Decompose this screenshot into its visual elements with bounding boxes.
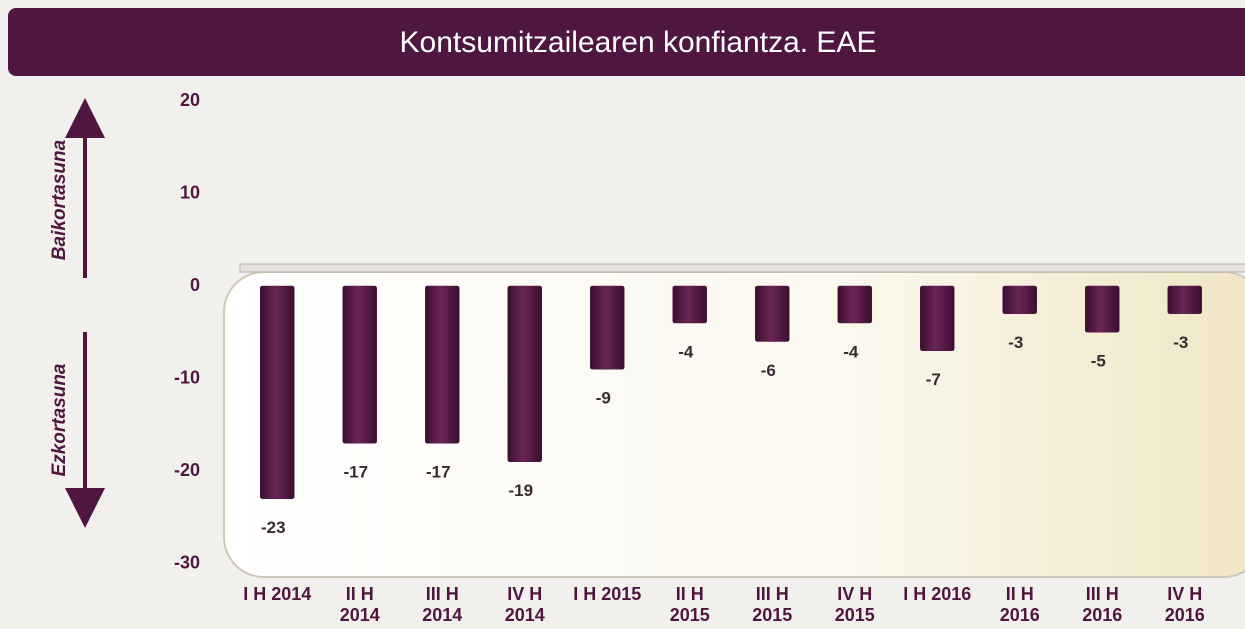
bar xyxy=(1167,285,1202,314)
x-tick-label: IV H 2015 xyxy=(834,584,875,625)
x-tick-label: I H 2015 xyxy=(573,584,642,604)
x-tick-label: II H 2014 xyxy=(339,584,380,625)
y-tick-label: 0 xyxy=(190,275,200,295)
x-tick-label: IV H 2016 xyxy=(1164,584,1205,625)
value-label: -17 xyxy=(426,463,451,482)
annotation: Baikortasuna xyxy=(49,139,70,260)
value-label: -7 xyxy=(926,370,941,389)
annotation: Ezkortasuna xyxy=(49,363,70,476)
x-tick-label: IV H 2014 xyxy=(504,584,545,625)
zero-plane xyxy=(239,263,1245,273)
value-label: -19 xyxy=(508,481,533,500)
bar xyxy=(837,285,872,324)
y-tick-label: -30 xyxy=(174,552,200,572)
x-tick-label: I H 2016 xyxy=(903,584,972,604)
bar xyxy=(425,285,460,444)
value-label: -5 xyxy=(1091,352,1106,371)
value-label: -23 xyxy=(261,518,286,537)
title-banner xyxy=(8,8,1245,76)
value-label: -3 xyxy=(1008,333,1023,352)
bar xyxy=(507,285,542,462)
value-label: -6 xyxy=(761,361,776,380)
bar xyxy=(342,285,377,444)
bar xyxy=(590,285,625,370)
chart-title: Kontsumitzailearen konfiantza. EAE xyxy=(400,26,877,59)
y-tick-label: -20 xyxy=(174,460,200,480)
bar xyxy=(755,285,790,342)
x-tick-label: I H 2014 xyxy=(243,584,312,604)
value-label: -4 xyxy=(843,342,859,361)
x-tick-label: III H 2015 xyxy=(752,584,793,625)
x-tick-label: II H 2015 xyxy=(669,584,710,625)
y-tick-label: 20 xyxy=(180,90,200,110)
bar xyxy=(672,285,707,324)
bar xyxy=(260,285,295,499)
x-tick-label: III H 2014 xyxy=(422,584,463,625)
value-label: -3 xyxy=(1173,333,1188,352)
value-label: -17 xyxy=(343,463,368,482)
x-tick-label: III H 2016 xyxy=(1082,584,1123,625)
bar xyxy=(1085,285,1120,333)
bar xyxy=(920,285,955,351)
y-tick-label: -10 xyxy=(174,367,200,387)
x-tick-label: II H 2016 xyxy=(999,584,1040,625)
value-label: -4 xyxy=(678,342,694,361)
value-label: -9 xyxy=(596,389,611,408)
y-tick-label: 10 xyxy=(180,182,200,202)
bar xyxy=(1002,285,1037,314)
